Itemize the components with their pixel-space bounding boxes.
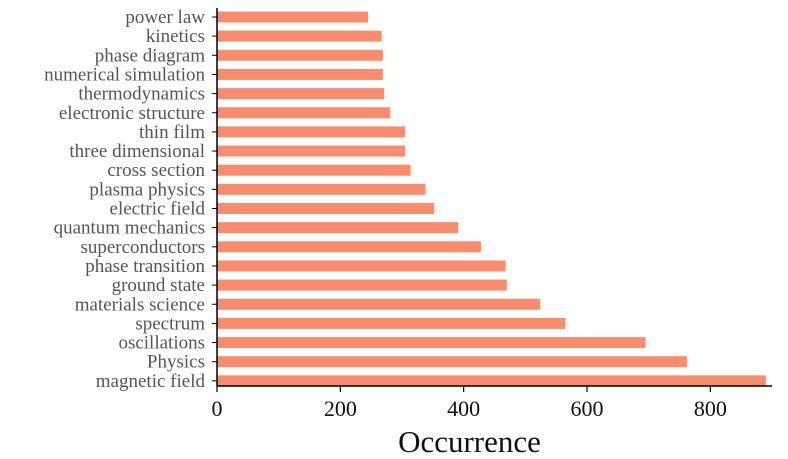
category-label: kinetics (146, 26, 205, 47)
category-label: oscillations (118, 333, 205, 354)
category-label: power law (125, 7, 205, 28)
bar-oscillations (217, 337, 646, 349)
bar-thermodynamics (217, 88, 385, 100)
category-label: Physics (147, 352, 205, 373)
category-label: phase diagram (95, 45, 205, 66)
bar-quantum-mechanics (217, 222, 459, 234)
bar-magnetic-field (217, 375, 766, 387)
bars-group (217, 11, 766, 387)
x-tick-label: 400 (447, 396, 480, 421)
x-tick-label: 200 (324, 396, 357, 421)
bar-thin-film (217, 126, 406, 138)
bar-electronic-structure (217, 107, 391, 119)
bar-phase-diagram (217, 49, 383, 61)
category-label: numerical simulation (44, 64, 205, 85)
x-tick-label: 800 (694, 396, 727, 421)
bar-ground-state (217, 279, 507, 291)
category-label: materials science (75, 294, 205, 315)
bar-phase-transition (217, 260, 506, 272)
bar-numerical-simulation (217, 68, 383, 80)
x-tick-label: 600 (571, 396, 604, 421)
category-label: electric field (110, 199, 206, 220)
x-axis-title: Occurrence (398, 424, 541, 459)
x-tick-label: 0 (212, 396, 223, 421)
category-label: ground state (112, 275, 205, 296)
category-label: thermodynamics (78, 84, 205, 105)
category-label: three dimensional (69, 141, 205, 162)
category-label: spectrum (135, 313, 205, 334)
bar-three-dimensional (217, 145, 406, 157)
category-label: electronic structure (59, 103, 205, 124)
bar-kinetics (217, 30, 382, 42)
bar-cross-section (217, 164, 411, 176)
category-label: quantum mechanics (54, 218, 205, 239)
category-label: phase transition (85, 256, 205, 277)
bar-physics (217, 356, 687, 368)
category-labels: magnetic fieldPhysicsoscillationsspectru… (44, 7, 217, 392)
bar-materials-science (217, 298, 541, 310)
bar-superconductors (217, 241, 481, 253)
bar-spectrum (217, 317, 566, 329)
x-ticks: 0 200 400 600 800 (212, 386, 727, 421)
category-label: thin film (139, 122, 205, 143)
category-label: superconductors (80, 237, 205, 258)
bar-plasma-physics (217, 183, 426, 195)
category-label: magnetic field (96, 371, 206, 392)
category-label: plasma physics (89, 179, 205, 200)
bar-electric-field (217, 203, 435, 214)
bar-power-law (217, 11, 369, 23)
category-label: cross section (107, 160, 205, 181)
